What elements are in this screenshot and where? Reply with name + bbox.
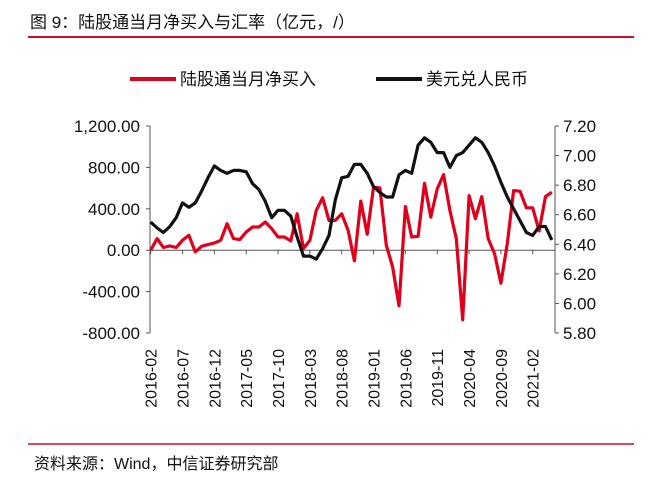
right-tick-label: 6.20 <box>563 265 596 284</box>
right-tick-label: 6.40 <box>563 235 596 254</box>
left-tick-label: 400.00 <box>88 200 140 219</box>
left-tick-label: -400.00 <box>82 283 140 302</box>
x-tick-label: 2018-03 <box>303 349 320 408</box>
legend-label-usdcny: 美元兑人民币 <box>426 70 528 89</box>
x-tick-label: 2016-07 <box>176 349 193 408</box>
x-tick-label: 2019-06 <box>398 349 415 408</box>
right-tick-label: 5.80 <box>563 324 596 343</box>
left-tick-label: 1,200.00 <box>74 117 140 136</box>
x-tick-label: 2020-04 <box>462 349 479 408</box>
right-tick-label: 7.20 <box>563 117 596 136</box>
x-tick-label: 2019-11 <box>430 349 447 407</box>
chart-title: 图 9：陆股通当月净买入与汇率（亿元，/） <box>30 13 355 32</box>
left-tick-label: -800.00 <box>82 324 140 343</box>
x-tick-label: 2020-09 <box>494 349 511 408</box>
source-note: 资料来源：Wind，中信证券研究部 <box>34 455 278 473</box>
legend: 陆股通当月净买入 美元兑人民币 <box>130 70 528 89</box>
right-tick-label: 6.00 <box>563 294 596 313</box>
legend-label-net-buy: 陆股通当月净买入 <box>180 70 316 89</box>
left-tick-label: 800.00 <box>88 158 140 177</box>
x-tick-label: 2017-05 <box>239 349 256 408</box>
x-tick-label: 2021-02 <box>526 349 543 408</box>
x-tick-label: 2017-10 <box>271 349 288 408</box>
x-tick-label: 2016-12 <box>207 349 224 408</box>
left-tick-label: 0.00 <box>107 241 140 260</box>
right-tick-label: 6.60 <box>563 206 596 225</box>
x-tick-label: 2016-02 <box>144 349 161 408</box>
series-line-net-buy <box>149 173 553 322</box>
right-tick-label: 6.80 <box>563 176 596 195</box>
x-tick-label: 2018-08 <box>335 349 352 408</box>
x-tick-label: 2019-01 <box>367 349 384 408</box>
series-line-usdcny <box>149 136 554 261</box>
right-tick-label: 7.00 <box>563 147 596 166</box>
